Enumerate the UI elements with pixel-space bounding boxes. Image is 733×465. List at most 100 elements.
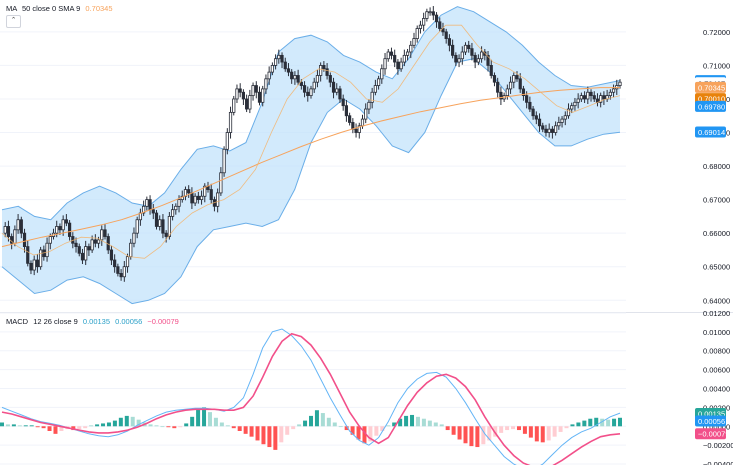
candle-body (58, 226, 62, 231)
macd-tag-label: −0.00079 (698, 430, 730, 439)
price-tag-bg (695, 81, 726, 93)
macd-axis-tick-label: 0.00400 (703, 385, 730, 394)
macd-histogram-bar (582, 420, 587, 427)
candle-body (486, 54, 490, 66)
macd-histogram-bar (160, 426, 165, 428)
macd-histogram-bar (320, 413, 325, 427)
candle-body (412, 38, 416, 46)
candle-body (209, 189, 213, 201)
macd-axis-tick-label: 0.00200 (703, 403, 730, 412)
macd-histogram-bar (588, 418, 593, 427)
candle-body (302, 85, 307, 93)
macd-histogram-bar (5, 424, 10, 427)
candle-body (286, 68, 291, 73)
macd-histogram-bar (213, 417, 218, 427)
macd-histogram-bar (540, 426, 545, 443)
macd-histogram-bar (344, 426, 349, 431)
candle-body (187, 189, 191, 194)
macd-histogram-bar (101, 423, 106, 427)
candle-body (93, 239, 97, 244)
candle-body (560, 118, 564, 123)
candle-body (586, 91, 590, 100)
candle-body (541, 125, 545, 130)
macd-histogram-bar (552, 426, 557, 437)
macd-tag-label: 0.00056 (698, 417, 725, 426)
candle-body (611, 88, 616, 93)
candle-body (225, 132, 229, 150)
macd-histogram-bar (558, 426, 563, 432)
candle-body (599, 95, 603, 103)
macd-tag-bg (695, 428, 726, 440)
candle-body (454, 54, 458, 63)
candle-body (283, 61, 287, 70)
macd-histogram-bar (172, 426, 177, 429)
macd-histogram-bar (154, 425, 159, 427)
candle-body (45, 242, 49, 258)
candle-body (512, 75, 516, 83)
candle-body (64, 219, 68, 224)
candle-body (193, 195, 197, 204)
macd-histogram-bar (130, 416, 135, 427)
candle-body (80, 252, 85, 261)
candle-body (354, 128, 358, 133)
candle-body (241, 91, 246, 100)
macd-histogram-bar (415, 416, 420, 427)
macd-histogram-bar (237, 426, 242, 431)
macd-axis-tick-label: 0.00000 (703, 422, 730, 431)
macd-histogram-bar (427, 420, 432, 427)
candle-body (457, 58, 461, 63)
candle-body (100, 229, 104, 241)
candle-body (158, 219, 162, 227)
macd-histogram-bar (291, 426, 296, 430)
macd-histogram-bar (600, 418, 605, 427)
collapse-legend-button[interactable]: ⌃ (6, 15, 21, 28)
macd-histogram-bar (297, 424, 302, 427)
candle-body (251, 85, 255, 97)
candle-body (348, 115, 352, 123)
candle-body (235, 88, 239, 100)
macd-histogram-bar (196, 409, 201, 427)
candle-body (451, 44, 455, 56)
candle-body (67, 222, 72, 237)
macd-histogram-bar (89, 425, 94, 427)
macd-histogram-bar (421, 418, 426, 427)
macd-histogram-bar (225, 425, 230, 427)
candle-body (119, 273, 123, 278)
candle-body (29, 262, 33, 271)
candle-body (518, 78, 522, 90)
candle-body (402, 54, 406, 63)
macd-histogram-bar (326, 417, 331, 427)
candle-body (537, 118, 542, 127)
bollinger-upper-line (1, 6, 621, 221)
macd-histogram-bar (451, 426, 456, 435)
candle-body (447, 38, 452, 46)
macd-line (1, 328, 621, 465)
macd-histogram-bar (570, 424, 575, 427)
candle-body (325, 68, 329, 76)
candle-body (534, 115, 538, 120)
candle-body (190, 192, 194, 204)
candle-body (531, 108, 535, 117)
macd-histogram-bar (17, 425, 22, 427)
macd-legend-macd-value: 0.00135 (82, 317, 111, 326)
sma9-line (1, 24, 621, 259)
candle-body (505, 88, 509, 97)
candle-body (341, 98, 345, 107)
macd-histogram-bar (475, 426, 480, 448)
macd-axis-tick-label: 0.01200 (703, 309, 730, 318)
candle-body (563, 115, 567, 120)
macd-tag-label: 0.00135 (698, 410, 725, 419)
price-axis-tick-label: 0.64000 (703, 296, 730, 305)
macd-histogram-bar (594, 417, 599, 427)
macd-histogram-bar (136, 419, 141, 427)
candle-body (296, 75, 300, 83)
candle-body (6, 226, 11, 237)
candle-body (151, 209, 155, 214)
candle-body (219, 172, 223, 194)
candle-body (389, 51, 394, 56)
macd-histogram-bar (433, 422, 438, 427)
candle-body (547, 128, 551, 133)
macd-histogram-bar (148, 424, 153, 427)
macd-histogram-bar (112, 420, 117, 427)
